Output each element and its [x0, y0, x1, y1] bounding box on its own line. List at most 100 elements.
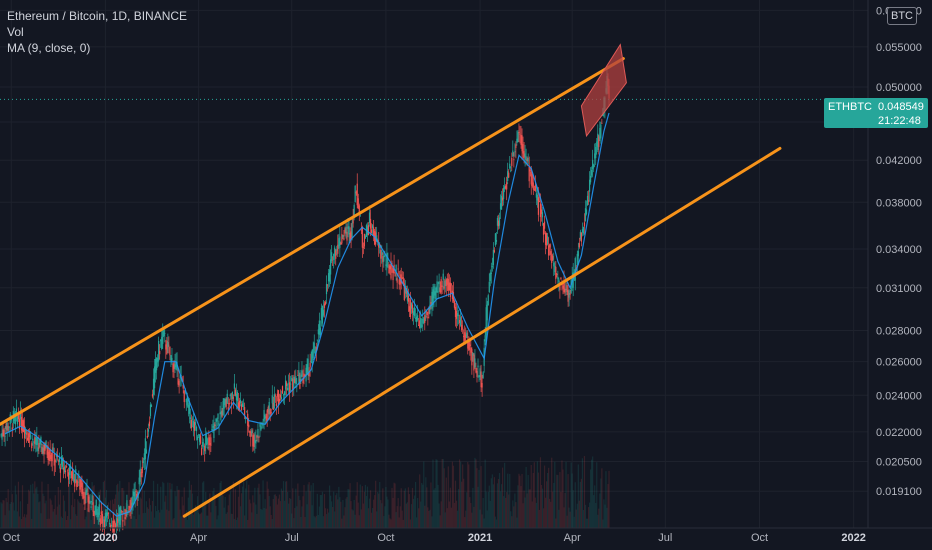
candle-body: [124, 517, 126, 519]
volume-bar: [204, 501, 206, 528]
candle-body: [24, 430, 27, 434]
volume-bar: [331, 501, 333, 528]
candle-body: [248, 424, 250, 428]
candle-body: [518, 132, 520, 134]
volume-bar: [245, 488, 247, 528]
candle-body: [489, 272, 491, 281]
candle-body: [456, 313, 459, 317]
candle-body: [422, 318, 424, 324]
volume-bar: [379, 482, 381, 528]
candle-body: [265, 416, 267, 418]
candle-body: [103, 519, 106, 529]
candle-body: [140, 471, 142, 478]
time-axis[interactable]: Oct 2020 Apr Jul Oct 2021 Apr Jul Oct 2022: [3, 532, 866, 544]
candle-body: [156, 358, 158, 371]
candle-body: [272, 402, 274, 410]
volume-bar: [162, 481, 164, 528]
candle-body: [170, 355, 172, 361]
candle-body: [371, 225, 374, 228]
price-tick-label: 0.022000: [876, 427, 922, 439]
volume-bar: [231, 514, 233, 528]
volume-bar: [175, 496, 177, 528]
volume-bar: [572, 490, 574, 528]
candle-body: [580, 232, 582, 242]
volume-bar: [119, 480, 121, 528]
drawings[interactable]: [0, 43, 782, 518]
volume-bar: [279, 501, 282, 528]
candle-body: [144, 438, 146, 459]
volume-bar: [108, 510, 111, 528]
candle-body: [263, 410, 265, 422]
candle-body: [283, 391, 286, 395]
volume-bar: [247, 519, 249, 528]
volume-bar: [374, 495, 376, 528]
volume-bar: [405, 503, 407, 528]
candle-body: [203, 445, 205, 447]
candle-body: [367, 225, 370, 236]
candle-body: [492, 249, 494, 265]
volume-bar: [590, 469, 592, 528]
volume-bar: [437, 484, 439, 528]
volume-bar: [16, 511, 19, 528]
volume-bar: [70, 519, 72, 528]
volume-bar: [486, 510, 488, 528]
volume-bar: [290, 498, 292, 528]
volume-bar: [323, 494, 326, 528]
volume-bar: [595, 502, 597, 528]
candle-body: [243, 405, 245, 407]
candle-body: [480, 371, 482, 388]
volume-bar: [49, 498, 51, 528]
candle-body: [233, 383, 236, 389]
volume-bar: [414, 481, 417, 528]
symbol-title[interactable]: Ethereum / Bitcoin, 1D, BINANCE: [7, 9, 188, 23]
volume-bar: [142, 513, 144, 528]
candle-body: [146, 435, 148, 438]
volume-bar: [517, 485, 519, 528]
candle-body: [245, 417, 247, 419]
candle-body: [424, 315, 426, 323]
candle-body: [338, 238, 340, 246]
currency-badge[interactable]: BTC: [887, 7, 917, 25]
target-zone[interactable]: [580, 43, 627, 138]
volume-bar: [544, 497, 547, 528]
volume-bar: [571, 473, 573, 528]
candle-body: [221, 410, 223, 417]
volume-bar: [67, 481, 70, 528]
lower-channel-line[interactable]: [182, 146, 782, 518]
volume-bar: [522, 503, 524, 528]
candle-body: [506, 182, 508, 190]
volume-bar: [83, 507, 85, 528]
volume-bar: [328, 485, 331, 528]
volume-bar: [398, 517, 400, 528]
candle-body: [139, 468, 141, 482]
volume-bar: [30, 484, 32, 528]
volume-bar: [72, 492, 74, 528]
volume-bar: [129, 511, 131, 528]
volume-bar: [563, 507, 565, 528]
candle-body: [555, 266, 557, 279]
upper-channel-line[interactable]: [0, 57, 625, 426]
volume-bar: [605, 471, 607, 528]
candle-body: [421, 324, 423, 327]
candle-body: [500, 195, 503, 210]
volume-bar: [305, 491, 307, 528]
candle-body: [332, 264, 334, 266]
candle-body: [441, 285, 443, 288]
candle-body: [460, 317, 462, 326]
volume-indicator-label[interactable]: Vol: [7, 25, 24, 39]
candle-body: [381, 251, 383, 255]
volume-bar: [196, 496, 199, 528]
candle-body: [113, 520, 115, 532]
volume-bar: [306, 504, 308, 528]
ma-indicator-label[interactable]: MA (9, close, 0): [7, 41, 91, 55]
volume-bar: [180, 516, 182, 528]
volume-bar: [261, 509, 263, 528]
volume-bar: [435, 459, 437, 528]
candle-body: [74, 479, 76, 487]
candle-body: [117, 518, 119, 523]
volume-bar: [115, 494, 117, 528]
candle-body: [235, 393, 238, 401]
volume-bar: [469, 497, 471, 528]
volume-bar: [512, 500, 514, 528]
